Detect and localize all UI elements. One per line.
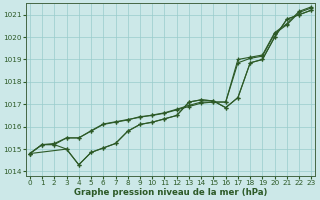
X-axis label: Graphe pression niveau de la mer (hPa): Graphe pression niveau de la mer (hPa)	[74, 188, 267, 197]
